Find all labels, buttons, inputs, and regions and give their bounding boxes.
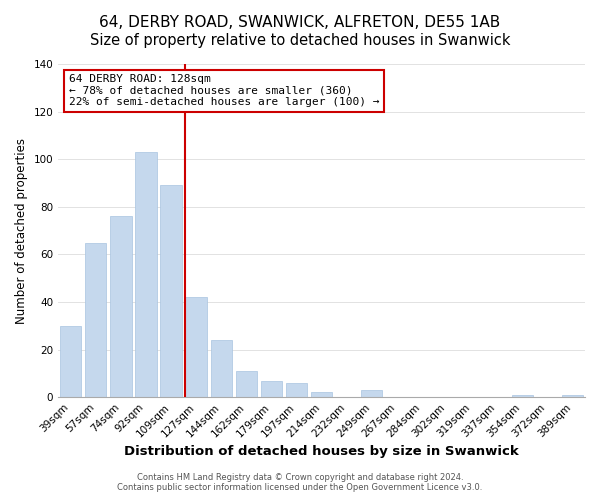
Bar	[185, 298, 207, 397]
Y-axis label: Number of detached properties: Number of detached properties	[15, 138, 28, 324]
Bar	[261, 380, 282, 397]
Bar	[60, 326, 82, 397]
Text: Size of property relative to detached houses in Swanwick: Size of property relative to detached ho…	[90, 32, 510, 48]
Bar	[286, 383, 307, 397]
Bar	[110, 216, 131, 397]
Bar	[85, 242, 106, 397]
Bar	[236, 371, 257, 397]
Bar	[512, 395, 533, 397]
Text: 64, DERBY ROAD, SWANWICK, ALFRETON, DE55 1AB: 64, DERBY ROAD, SWANWICK, ALFRETON, DE55…	[100, 15, 500, 30]
Bar	[311, 392, 332, 397]
X-axis label: Distribution of detached houses by size in Swanwick: Distribution of detached houses by size …	[124, 444, 519, 458]
Bar	[136, 152, 157, 397]
Text: Contains HM Land Registry data © Crown copyright and database right 2024.
Contai: Contains HM Land Registry data © Crown c…	[118, 473, 482, 492]
Bar	[361, 390, 382, 397]
Bar	[160, 186, 182, 397]
Bar	[562, 395, 583, 397]
Bar	[211, 340, 232, 397]
Text: 64 DERBY ROAD: 128sqm
← 78% of detached houses are smaller (360)
22% of semi-det: 64 DERBY ROAD: 128sqm ← 78% of detached …	[69, 74, 379, 107]
